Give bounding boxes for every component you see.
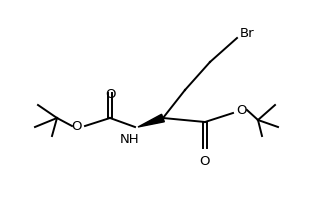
Text: O: O: [71, 120, 82, 132]
Text: O: O: [236, 104, 246, 116]
Text: O: O: [200, 155, 210, 168]
Text: Br: Br: [240, 27, 255, 39]
Text: O: O: [105, 88, 115, 101]
Text: NH: NH: [120, 133, 140, 146]
Polygon shape: [138, 114, 164, 127]
